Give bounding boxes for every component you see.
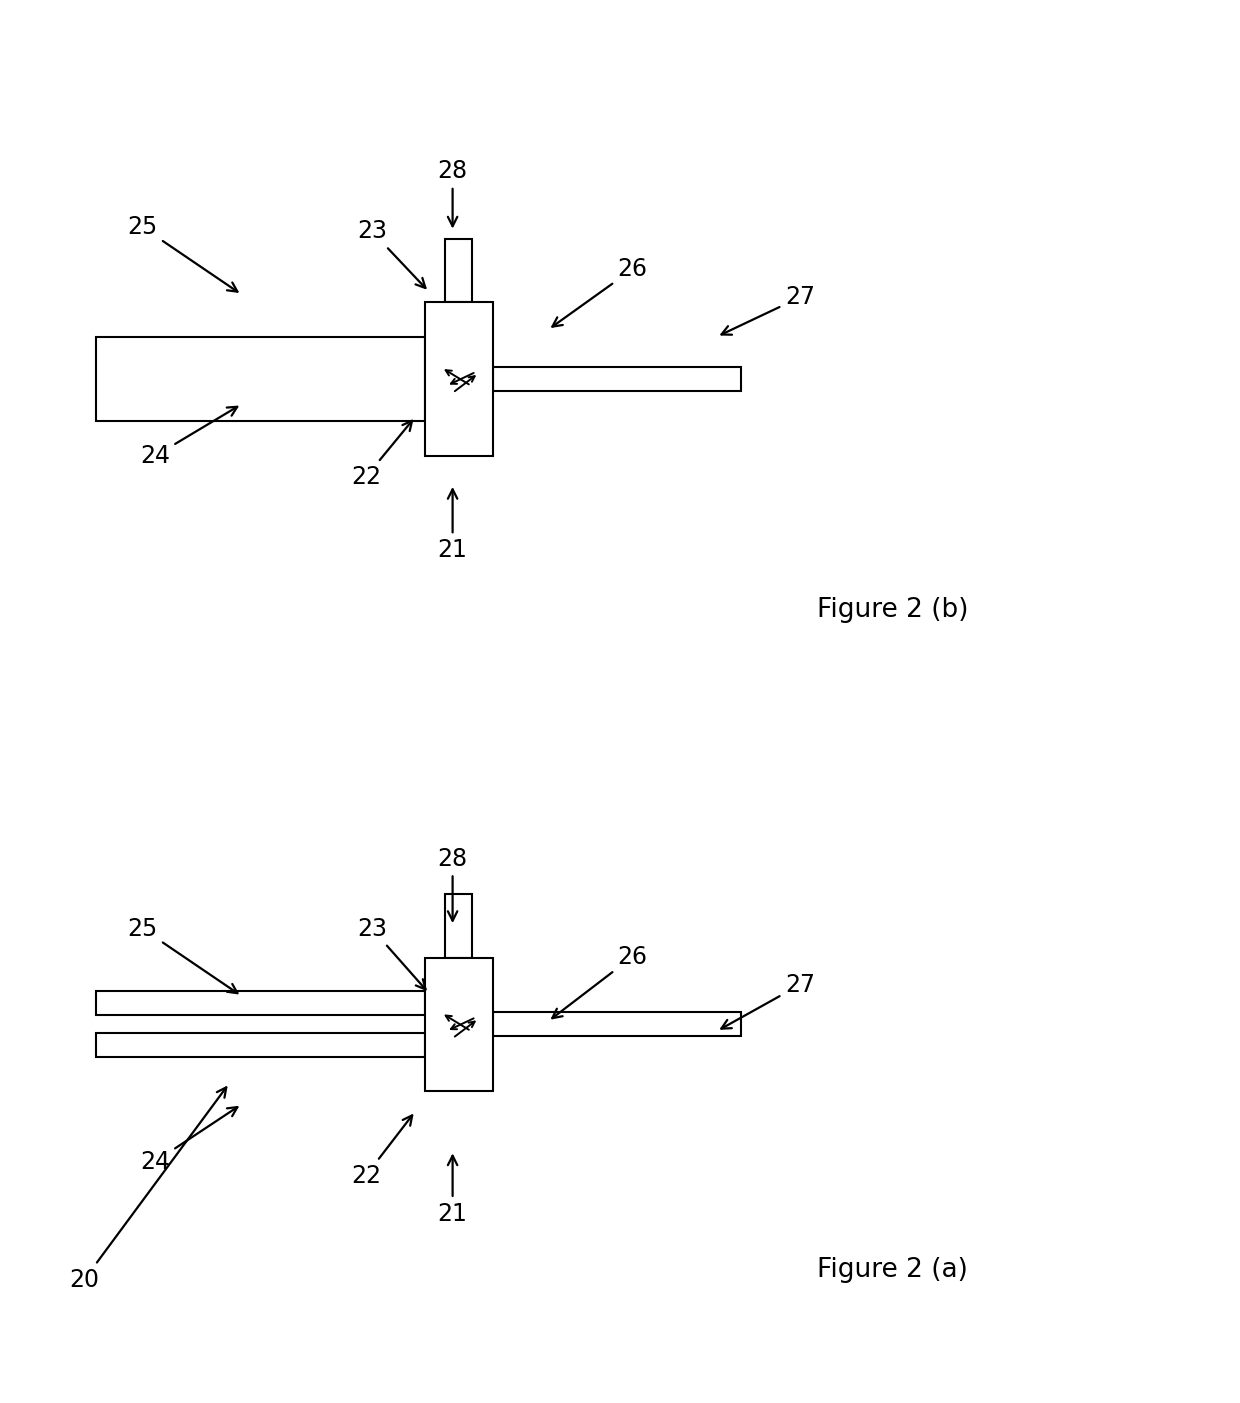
Text: 21: 21 [438,1156,467,1226]
Text: 23: 23 [357,916,425,989]
Bar [95,991,424,1016]
Bar [445,239,472,302]
Text: 22: 22 [351,421,412,490]
Bar [494,1013,742,1035]
Text: 26: 26 [552,257,647,327]
Text: 20: 20 [69,1087,226,1292]
Text: 24: 24 [140,407,237,469]
Text: 24: 24 [140,1107,237,1174]
Text: 26: 26 [552,944,647,1019]
Text: 28: 28 [438,846,467,920]
Text: 25: 25 [128,215,237,292]
Bar [494,366,742,390]
Bar [95,1033,424,1058]
Text: 27: 27 [722,972,815,1028]
Bar [445,895,472,957]
Text: 22: 22 [351,1115,412,1188]
Text: 27: 27 [722,285,815,335]
Text: Figure 2 (b): Figure 2 (b) [817,598,968,623]
Text: 28: 28 [438,159,467,226]
Text: 23: 23 [357,219,425,288]
Text: 25: 25 [128,916,237,993]
Bar [424,957,492,1092]
Text: 21: 21 [438,490,467,563]
Bar [424,302,492,456]
Bar [95,337,424,421]
Text: Figure 2 (a): Figure 2 (a) [817,1257,968,1282]
